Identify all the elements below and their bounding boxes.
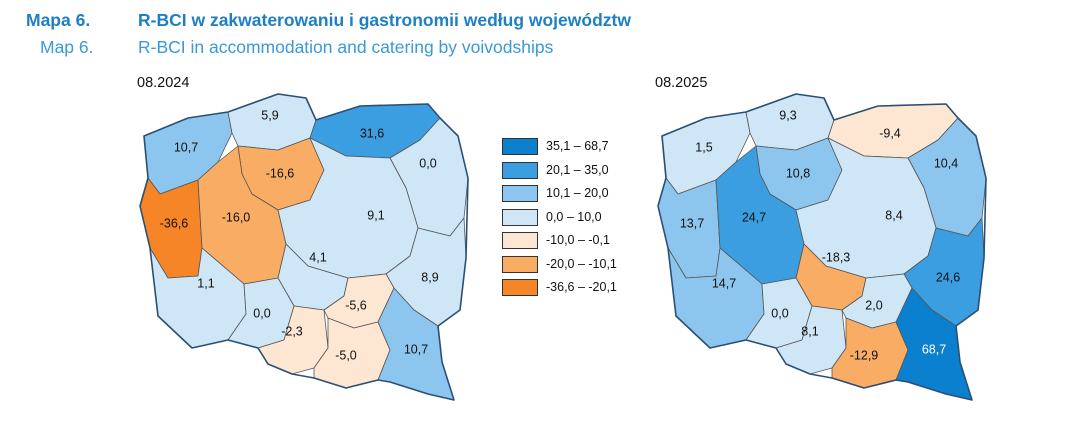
value-label-lubelskie: 24,6 — [936, 270, 960, 284]
value-label-opolskie: 0,0 — [771, 306, 788, 320]
country-outline — [139, 93, 469, 401]
value-label-dolnoslaskie: 14,7 — [712, 276, 736, 290]
map-2024: 10,7 5,9 31,6 0,0 -16,6 -36,6 -16,0 9,1 4,1 8,9 1,… — [139, 93, 469, 401]
value-label-lubuskie: -36,6 — [160, 216, 189, 230]
period-label-2024: 08.2024 — [137, 75, 190, 91]
legend-label: 35,1 – 68,7 — [546, 139, 609, 153]
legend-swatch — [502, 138, 538, 155]
legend-swatch — [502, 161, 538, 179]
value-label-lubelskie: 8,9 — [421, 270, 438, 284]
value-label-pomorskie: 5,9 — [261, 108, 278, 122]
value-label-podlaskie: 10,4 — [934, 156, 958, 170]
value-label-opolskie: 0,0 — [253, 306, 270, 320]
value-label-warminsko-mazurskie: 31,6 — [360, 126, 384, 140]
value-label-malopolskie: -12,9 — [850, 348, 879, 362]
value-label-dolnoslaskie: 1,1 — [197, 276, 214, 290]
legend-label: -10,0 – -0,1 — [546, 233, 610, 247]
map-header: Mapa 6. R-BCI w zakwaterowaniu i gastron… — [0, 0, 1074, 62]
value-label-lubuskie: 13,7 — [680, 216, 704, 230]
value-label-zachodniopomorskie: 1,5 — [695, 140, 712, 154]
period-label-2025: 08.2025 — [655, 75, 708, 91]
value-label-kujawsko-pomorskie: -16,6 — [266, 166, 295, 180]
legend-label: -20,0 – -10,1 — [546, 256, 617, 271]
value-label-slaskie: -2,3 — [281, 324, 303, 338]
country-outline — [657, 93, 987, 401]
value-label-podlaskie: 0,0 — [419, 156, 436, 170]
map-number-en: Map 6. — [40, 37, 94, 57]
value-label-pomorskie: 9,3 — [779, 108, 796, 122]
value-label-podkarpackie: 10,7 — [404, 342, 428, 356]
legend-label: 10,1 – 20,0 — [546, 186, 609, 200]
legend-swatch — [502, 208, 538, 226]
legend-swatch — [502, 185, 538, 202]
value-label-swietokrzyskie: 2,0 — [865, 298, 882, 312]
value-label-mazowieckie: 8,4 — [885, 208, 902, 222]
value-label-swietokrzyskie: -5,6 — [345, 298, 367, 312]
map-title-pl: R-BCI w zakwaterowaniu i gastronomii wed… — [138, 10, 631, 30]
value-label-malopolskie: -5,0 — [335, 348, 357, 362]
value-label-lodzkie: 4,1 — [309, 250, 326, 264]
value-label-wielkopolskie: 24,7 — [742, 210, 766, 224]
value-label-warminsko-mazurskie: -9,4 — [879, 126, 901, 140]
map-2025: 1,5 9,3 -9,4 10,4 10,8 13,7 24,7 8,4 -18,3 24,6 14… — [657, 93, 987, 401]
value-label-kujawsko-pomorskie: 10,8 — [786, 166, 810, 180]
legend-label: 20,1 – 35,0 — [546, 162, 609, 177]
value-label-podkarpackie: 68,7 — [922, 342, 946, 356]
value-label-slaskie: 8,1 — [801, 324, 818, 338]
legend-swatch — [502, 255, 538, 273]
legend-swatch — [502, 232, 538, 249]
value-label-mazowieckie: 9,1 — [367, 208, 384, 222]
map-title-en: R-BCI in accommodation and catering by v… — [138, 37, 554, 57]
legend-label: -36,6 – -20,1 — [546, 280, 617, 294]
value-label-lodzkie: -18,3 — [822, 250, 851, 264]
legend-label: 0,0 – 10,0 — [546, 209, 602, 224]
map-number-pl: Mapa 6. — [26, 10, 91, 30]
legend-swatch — [502, 279, 538, 296]
value-label-wielkopolskie: -16,0 — [222, 210, 251, 224]
value-label-zachodniopomorskie: 10,7 — [174, 140, 198, 154]
